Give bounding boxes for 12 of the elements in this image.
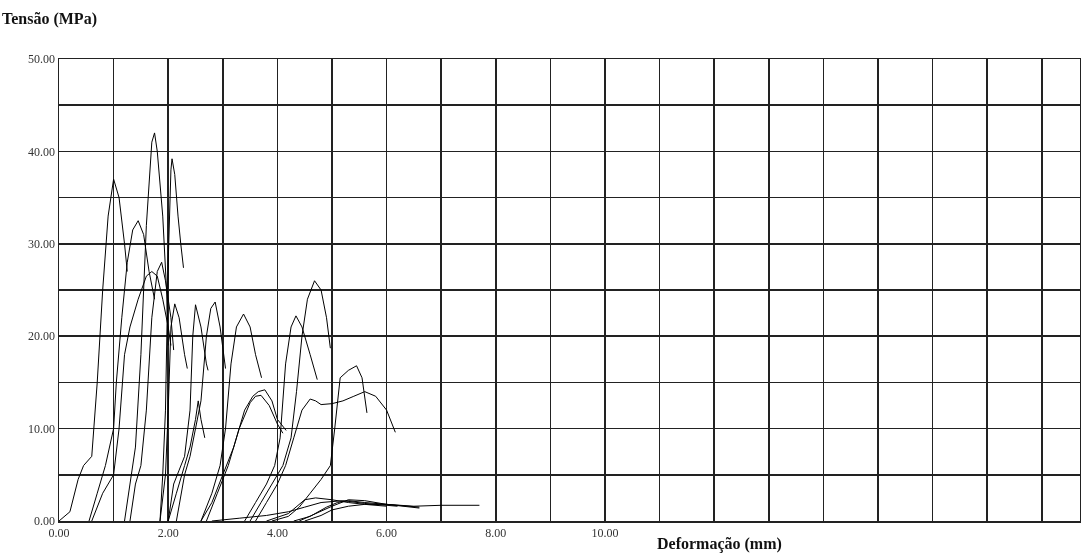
x-tick-label: 6.00 xyxy=(376,525,398,540)
x-tick-label: 10.00 xyxy=(591,525,619,540)
y-tick-label: 10.00 xyxy=(28,421,56,436)
x-tick-label: 2.00 xyxy=(157,525,179,540)
y-tick-label: 40.00 xyxy=(28,144,56,159)
y-tick-label: 30.00 xyxy=(28,237,56,251)
y-tick-label: 20.00 xyxy=(28,329,56,344)
y-axis-title: Tensão (MPa) xyxy=(2,10,97,28)
y-tick-label: 50.00 xyxy=(28,52,56,67)
x-axis-title: Deformação (mm) xyxy=(657,535,782,553)
x-tick-label: 8.00 xyxy=(485,525,507,540)
x-tick-label: 4.00 xyxy=(266,525,288,540)
